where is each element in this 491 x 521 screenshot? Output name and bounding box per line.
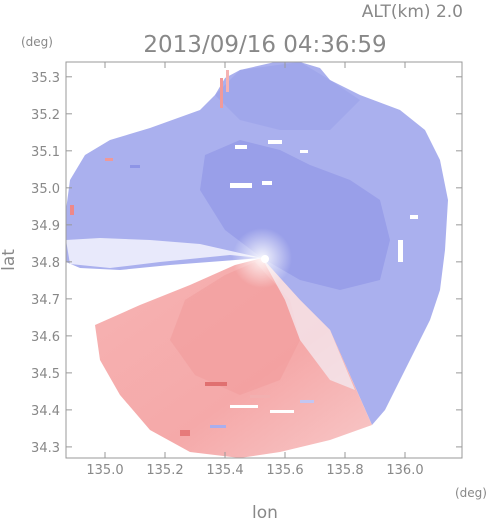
y-tick-label: 34.3 [31,441,60,456]
approaching-core [200,140,390,290]
y-tick-label: 34.9 [31,219,60,234]
altitude-label: ALT(km) 2.0 [362,2,463,22]
radar-echo-field [66,62,448,458]
x-axis: 135.0 135.2 135.4 135.6 135.8 136.0 [86,62,424,478]
neutral-band [66,238,262,268]
x-axis-label: lon [252,503,278,521]
lat-unit-label: (deg) [21,35,53,49]
y-tick-label: 34.7 [31,293,60,308]
y-tick-label: 35.2 [31,108,60,123]
x-tick-label: 135.2 [146,463,183,478]
y-axis: 34.3 34.4 34.5 34.6 34.7 34.8 34.9 35.0 35.1 35.2… [31,71,462,456]
x-tick-label: 135.4 [206,463,243,478]
clutter-speckles [70,70,418,436]
receding-core [170,262,300,395]
y-tick-label: 34.6 [31,330,60,345]
y-axis-label: lat [0,249,19,271]
y-tick-label: 35.1 [31,145,60,160]
timestamp-title: 2013/09/16 04:36:59 [143,32,386,58]
x-tick-label: 135.8 [326,463,363,478]
x-tick-label: 135.0 [86,463,123,478]
y-tick-label: 35.0 [31,182,60,197]
plot-frame [65,61,463,459]
x-tick-label: 135.6 [266,463,303,478]
y-tick-label: 35.3 [31,71,60,86]
lon-unit-label: (deg) [455,486,487,500]
radar-site-marker [261,255,269,263]
y-tick-label: 34.8 [31,256,60,271]
approaching-upper [215,62,360,130]
transition-zone [262,258,355,390]
y-tick-label: 34.4 [31,404,60,419]
x-tick-label: 136.0 [386,463,423,478]
y-tick-label: 34.5 [31,367,60,382]
